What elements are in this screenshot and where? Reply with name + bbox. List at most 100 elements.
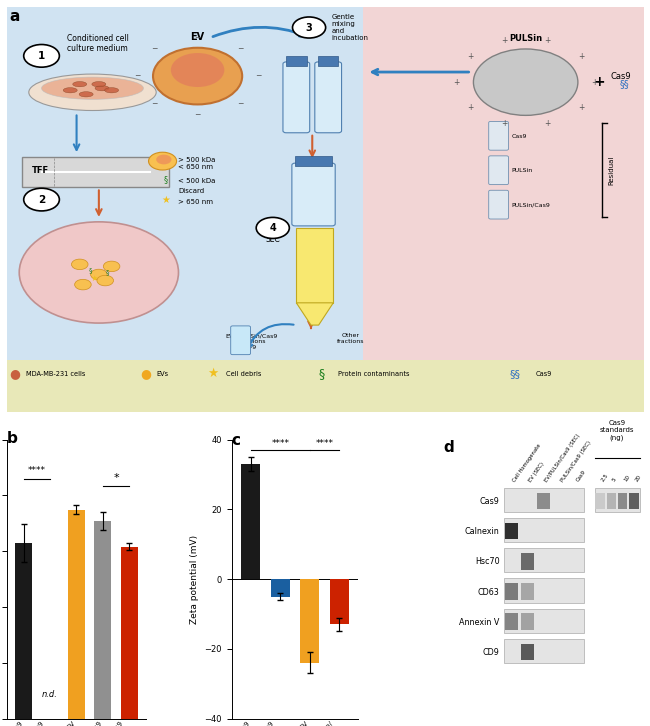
- Text: Hsc70: Hsc70: [475, 558, 500, 566]
- Text: 3: 3: [306, 23, 313, 33]
- Text: EV (SEC): EV (SEC): [528, 461, 545, 483]
- Text: 20: 20: [634, 474, 642, 483]
- Bar: [606, 493, 616, 510]
- Text: −: −: [134, 72, 140, 81]
- Text: −: −: [237, 44, 244, 54]
- Text: +: +: [501, 36, 508, 45]
- Text: +: +: [578, 52, 584, 61]
- Text: +: +: [454, 78, 460, 86]
- Circle shape: [23, 188, 59, 211]
- Text: > 500 kDa
< 650 nm: > 500 kDa < 650 nm: [179, 157, 216, 170]
- Text: +: +: [467, 103, 473, 113]
- FancyBboxPatch shape: [231, 326, 250, 354]
- Ellipse shape: [42, 77, 144, 99]
- Text: Cell Homogenate: Cell Homogenate: [512, 443, 542, 483]
- Text: −: −: [237, 99, 244, 107]
- FancyBboxPatch shape: [315, 62, 341, 133]
- Text: ****: ****: [315, 439, 333, 448]
- Circle shape: [153, 48, 242, 105]
- Text: SEC: SEC: [265, 234, 280, 244]
- Text: < 500 kDa: < 500 kDa: [179, 179, 216, 184]
- Text: MDA-MB-231 cells: MDA-MB-231 cells: [25, 371, 85, 377]
- Bar: [271, 579, 290, 597]
- Text: §§: §§: [619, 79, 629, 89]
- Text: Cas9: Cas9: [512, 134, 527, 139]
- Text: PULSin: PULSin: [512, 168, 533, 173]
- Circle shape: [90, 269, 107, 280]
- Bar: [629, 493, 638, 510]
- Text: ★: ★: [90, 274, 98, 283]
- Bar: [504, 639, 584, 663]
- Text: +: +: [578, 103, 584, 113]
- Bar: [241, 464, 261, 579]
- Text: b: b: [6, 431, 18, 446]
- Text: +: +: [544, 119, 550, 129]
- Text: 2.5: 2.5: [600, 473, 609, 483]
- Text: EVs: EVs: [156, 371, 168, 377]
- Text: CD9: CD9: [483, 648, 500, 657]
- Text: Gentle
mixing
and
incubation: Gentle mixing and incubation: [332, 14, 369, 41]
- Text: +: +: [544, 36, 550, 45]
- Text: −: −: [151, 99, 158, 107]
- Bar: [300, 579, 319, 663]
- Circle shape: [75, 280, 91, 290]
- Text: 5: 5: [612, 477, 618, 483]
- Circle shape: [97, 275, 114, 286]
- Text: Protein contaminants: Protein contaminants: [338, 371, 410, 377]
- Text: Annexin V: Annexin V: [460, 618, 500, 627]
- Text: Cell debris: Cell debris: [226, 371, 262, 377]
- Text: §§: §§: [510, 369, 521, 379]
- Bar: [618, 493, 627, 510]
- Text: PULSin/Cas9: PULSin/Cas9: [512, 203, 551, 208]
- FancyBboxPatch shape: [489, 121, 508, 150]
- Bar: [121, 547, 138, 719]
- Text: Conditioned cell
culture medium: Conditioned cell culture medium: [67, 33, 129, 53]
- Text: EV: EV: [190, 32, 205, 41]
- Text: Cas9: Cas9: [480, 497, 500, 506]
- Bar: [6, 359, 644, 412]
- Text: Cas9
standards
(ng): Cas9 standards (ng): [600, 420, 634, 441]
- Text: Other
fractions: Other fractions: [337, 333, 364, 344]
- Circle shape: [149, 152, 177, 170]
- Text: n.d.: n.d.: [42, 690, 58, 698]
- Bar: [505, 523, 518, 539]
- Text: PULSin: PULSin: [509, 34, 542, 43]
- Circle shape: [156, 155, 172, 164]
- Polygon shape: [296, 303, 333, 325]
- Text: Cas9: Cas9: [610, 72, 630, 81]
- Text: −: −: [255, 72, 261, 81]
- Ellipse shape: [105, 88, 118, 93]
- FancyBboxPatch shape: [292, 163, 335, 226]
- FancyBboxPatch shape: [489, 156, 508, 184]
- Text: +: +: [467, 52, 473, 61]
- Text: Cas9: Cas9: [535, 371, 552, 377]
- Bar: [295, 156, 332, 166]
- Text: §: §: [164, 175, 168, 184]
- Text: a: a: [10, 9, 20, 24]
- Bar: [521, 613, 534, 630]
- Ellipse shape: [95, 86, 109, 91]
- Text: +: +: [593, 76, 605, 89]
- Text: Residual: Residual: [608, 155, 614, 184]
- Y-axis label: Zeta potential (mV): Zeta potential (mV): [190, 534, 199, 624]
- Text: ●: ●: [140, 367, 151, 380]
- Text: §: §: [105, 269, 109, 275]
- Bar: [505, 583, 518, 600]
- Ellipse shape: [92, 81, 106, 87]
- Circle shape: [72, 259, 88, 269]
- Text: ****: ****: [28, 466, 46, 476]
- Circle shape: [292, 17, 326, 38]
- Text: 10: 10: [623, 474, 630, 483]
- Text: *: *: [113, 473, 119, 483]
- Bar: [330, 579, 349, 624]
- Bar: [521, 583, 534, 600]
- Bar: [296, 228, 333, 303]
- Text: §: §: [89, 267, 92, 274]
- Ellipse shape: [73, 81, 86, 87]
- Bar: [537, 493, 551, 510]
- Bar: [521, 643, 534, 660]
- Text: +: +: [501, 119, 508, 129]
- Text: > 650 nm: > 650 nm: [179, 199, 213, 205]
- FancyBboxPatch shape: [489, 190, 508, 219]
- Text: ★: ★: [161, 195, 170, 205]
